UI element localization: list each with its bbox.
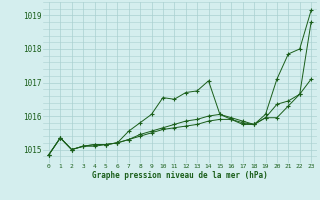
X-axis label: Graphe pression niveau de la mer (hPa): Graphe pression niveau de la mer (hPa) bbox=[92, 171, 268, 180]
